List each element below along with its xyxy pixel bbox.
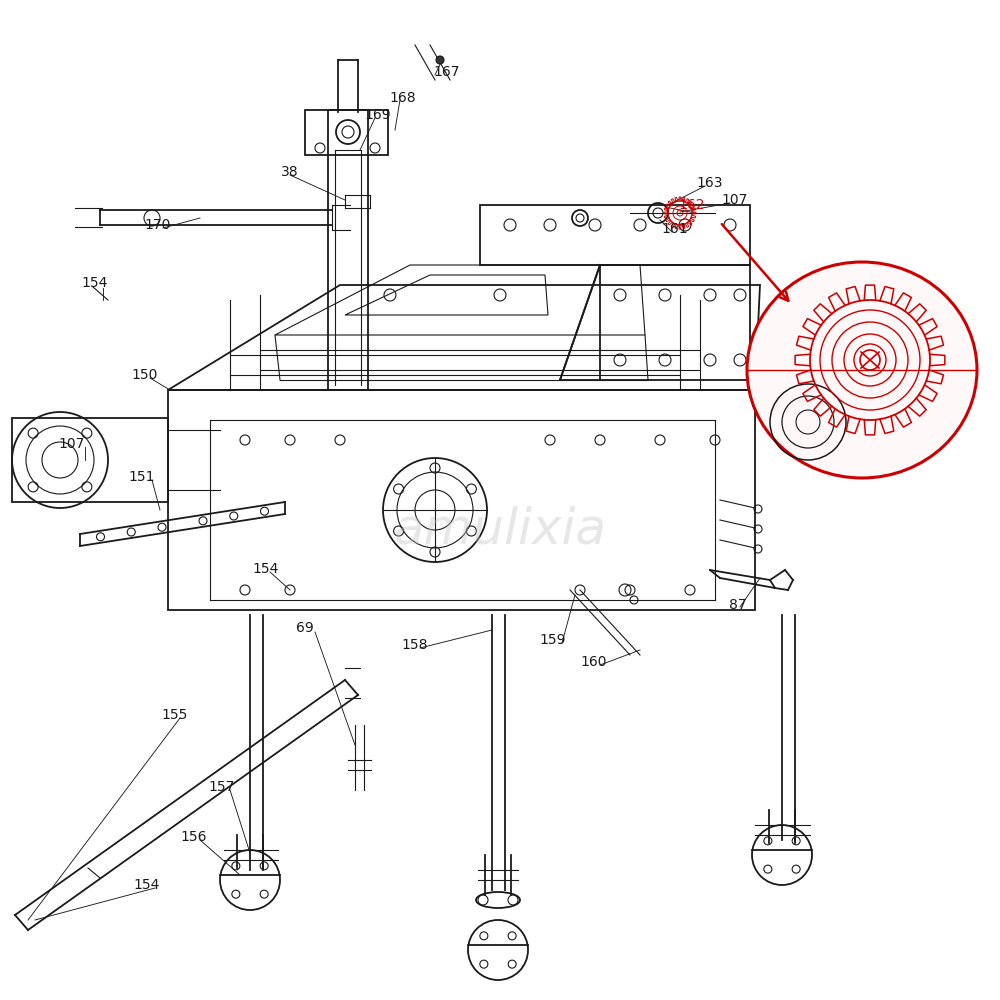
- Ellipse shape: [747, 262, 977, 478]
- Text: 170: 170: [145, 218, 171, 232]
- Text: 158: 158: [402, 638, 428, 652]
- Text: 69: 69: [296, 621, 314, 635]
- Text: 161: 161: [662, 222, 688, 236]
- Text: 38: 38: [281, 165, 299, 179]
- Text: 162: 162: [679, 198, 705, 212]
- Text: 157: 157: [209, 780, 235, 794]
- Text: 168: 168: [390, 91, 416, 105]
- Text: amulixia: amulixia: [394, 506, 606, 554]
- Text: 167: 167: [434, 65, 460, 79]
- Circle shape: [436, 56, 444, 64]
- Text: 107: 107: [59, 437, 85, 451]
- Text: 169: 169: [365, 108, 391, 122]
- Text: 156: 156: [181, 830, 207, 844]
- Text: 155: 155: [162, 708, 188, 722]
- Text: 107: 107: [722, 193, 748, 207]
- Text: 87: 87: [729, 598, 747, 612]
- Text: 163: 163: [697, 176, 723, 190]
- Text: 154: 154: [82, 276, 108, 290]
- Text: 159: 159: [540, 633, 566, 647]
- Text: 154: 154: [253, 562, 279, 576]
- Text: 154: 154: [134, 878, 160, 892]
- Text: 160: 160: [581, 655, 607, 669]
- Text: 150: 150: [132, 368, 158, 382]
- Text: 151: 151: [129, 470, 155, 484]
